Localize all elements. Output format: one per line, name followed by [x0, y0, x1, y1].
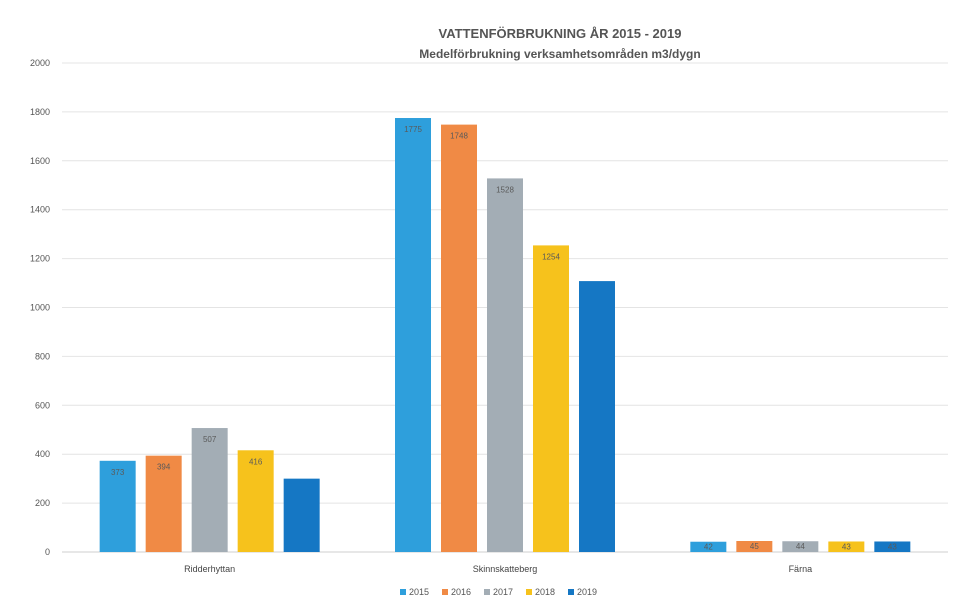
y-tick-label: 1400 [30, 205, 50, 215]
data-label: 43 [888, 542, 897, 551]
data-labels: 373 394 507 416 1775 1748 1528 1254 42 45 44 43 43 [111, 125, 897, 552]
bar-skinnskatteberg-2019 [579, 281, 615, 552]
category-label: Ridderhyttan [184, 564, 235, 574]
data-label: 44 [796, 542, 805, 551]
category-label: Skinnskatteberg [473, 564, 538, 574]
legend-swatch-2019 [568, 589, 574, 595]
y-tick-label: 2000 [30, 58, 50, 68]
category-label: Färna [789, 564, 813, 574]
bar-ridderhyttan-2016 [145, 455, 182, 552]
y-tick-label: 1600 [30, 156, 50, 166]
legend-swatch-2016 [442, 589, 448, 595]
bar-ridderhyttan-2017 [191, 428, 228, 552]
y-tick-label: 0 [45, 547, 50, 557]
bar-färna-2018 [828, 541, 865, 552]
data-label: 416 [249, 457, 263, 466]
bar-färna-2016 [736, 540, 773, 552]
legend-label-2018: 2018 [535, 587, 555, 597]
data-label: 1528 [496, 185, 514, 194]
bar-ridderhyttan-2018 [237, 450, 274, 552]
legend-label-2015: 2015 [409, 587, 429, 597]
data-label: 45 [750, 542, 759, 551]
data-label: 507 [203, 435, 217, 444]
y-tick-label: 600 [35, 400, 50, 410]
data-label: 1748 [450, 132, 468, 141]
y-tick-label: 200 [35, 498, 50, 508]
legend-swatch-2018 [526, 589, 532, 595]
bars [99, 118, 911, 553]
y-tick-label: 1800 [30, 107, 50, 117]
bar-färna-2015 [690, 541, 727, 552]
y-tick-label: 1000 [30, 303, 50, 313]
bar-ridderhyttan-2019 [283, 478, 320, 552]
bar-ridderhyttan-2015 [99, 460, 136, 552]
bar-skinnskatteberg-2018 [533, 245, 569, 552]
bar-färna-2019 [874, 541, 911, 552]
y-axis-ticks: 0 200 400 600 800 1000 1200 1400 1600 1800 2000 [30, 58, 50, 557]
y-tick-label: 400 [35, 449, 50, 459]
bar-skinnskatteberg-2017 [487, 178, 523, 553]
y-tick-label: 800 [35, 351, 50, 361]
legend-swatch-2015 [400, 589, 406, 595]
data-label: 43 [842, 542, 851, 551]
data-label: 373 [111, 468, 125, 477]
chart-subtitle: Medelförbrukning verksamhetsområden m3/d… [419, 47, 700, 61]
bar-skinnskatteberg-2015 [395, 118, 431, 552]
chart-title: VATTENFÖRBRUKNING ÅR 2015 - 2019 [439, 26, 682, 41]
y-tick-label: 1200 [30, 254, 50, 264]
bar-färna-2017 [782, 541, 819, 552]
legend-swatch-2017 [484, 589, 490, 595]
data-label: 1775 [404, 125, 422, 134]
data-label: 394 [157, 463, 171, 472]
legend-label-2016: 2016 [451, 587, 471, 597]
data-label: 42 [704, 543, 713, 552]
legend: 2015 2016 2017 2018 2019 [400, 587, 597, 597]
bar-skinnskatteberg-2016 [441, 124, 477, 552]
x-axis-categories: Ridderhyttan Skinnskatteberg Färna [184, 564, 812, 574]
legend-label-2017: 2017 [493, 587, 513, 597]
legend-label-2019: 2019 [577, 587, 597, 597]
data-label: 1254 [542, 252, 560, 261]
